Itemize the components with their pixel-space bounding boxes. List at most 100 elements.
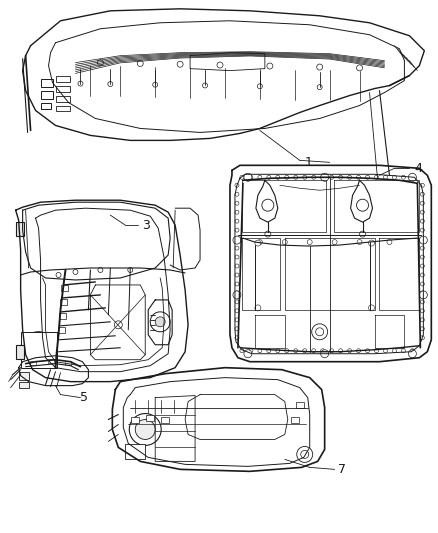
Bar [19, 382, 28, 387]
Bar [161, 416, 169, 423]
Circle shape [420, 273, 424, 277]
Bar [57, 327, 66, 333]
Circle shape [339, 175, 343, 179]
Circle shape [348, 175, 352, 179]
Circle shape [317, 64, 323, 70]
Text: 3: 3 [142, 219, 150, 232]
Circle shape [420, 183, 424, 187]
Circle shape [235, 192, 239, 196]
Circle shape [235, 183, 239, 187]
Circle shape [303, 175, 307, 179]
Circle shape [420, 210, 424, 214]
Circle shape [420, 327, 424, 331]
Circle shape [235, 327, 239, 331]
Circle shape [387, 240, 392, 245]
Bar [16, 222, 24, 236]
Circle shape [258, 84, 262, 89]
Circle shape [420, 291, 424, 295]
Text: 1: 1 [305, 156, 313, 169]
Circle shape [312, 175, 316, 179]
Circle shape [258, 175, 262, 179]
Circle shape [294, 175, 298, 179]
Circle shape [240, 175, 244, 179]
Bar [56, 76, 71, 82]
Circle shape [235, 219, 239, 223]
Bar [16, 345, 24, 359]
Circle shape [321, 350, 328, 358]
Circle shape [321, 173, 328, 181]
Bar [56, 86, 71, 92]
Circle shape [128, 268, 133, 272]
Circle shape [303, 349, 307, 353]
Circle shape [410, 175, 414, 179]
Bar [56, 95, 71, 101]
Circle shape [384, 175, 388, 179]
Circle shape [73, 270, 78, 274]
Circle shape [235, 246, 239, 250]
Circle shape [235, 318, 239, 322]
Circle shape [392, 349, 396, 353]
Circle shape [301, 450, 309, 458]
Circle shape [420, 318, 424, 322]
Circle shape [235, 210, 239, 214]
Bar [41, 78, 53, 86]
Circle shape [267, 349, 271, 353]
Circle shape [420, 336, 424, 340]
Circle shape [244, 350, 252, 358]
Circle shape [420, 237, 424, 241]
Circle shape [330, 349, 334, 353]
Circle shape [235, 201, 239, 205]
Circle shape [312, 349, 316, 353]
Text: 4: 4 [414, 162, 422, 175]
Bar [21, 332, 57, 368]
Circle shape [108, 82, 113, 86]
Circle shape [235, 264, 239, 268]
Bar [291, 416, 299, 423]
Bar [146, 415, 154, 421]
Bar [56, 106, 71, 111]
Circle shape [267, 63, 273, 69]
Bar [30, 361, 35, 365]
Circle shape [366, 349, 370, 353]
Circle shape [330, 175, 334, 179]
Circle shape [137, 60, 143, 67]
Circle shape [368, 305, 374, 311]
Circle shape [384, 349, 388, 353]
Circle shape [408, 173, 417, 181]
Circle shape [97, 60, 103, 66]
Text: 7: 7 [338, 463, 346, 476]
Circle shape [235, 255, 239, 259]
Circle shape [357, 240, 362, 245]
Bar [60, 285, 68, 291]
Circle shape [420, 264, 424, 268]
Bar [19, 372, 28, 379]
Circle shape [114, 321, 122, 329]
Bar [59, 313, 67, 319]
Circle shape [294, 349, 298, 353]
Circle shape [419, 236, 427, 244]
Circle shape [285, 349, 289, 353]
Circle shape [21, 332, 57, 368]
Circle shape [155, 317, 165, 327]
Circle shape [283, 240, 287, 245]
Circle shape [235, 336, 239, 340]
Circle shape [366, 175, 370, 179]
Circle shape [27, 338, 50, 362]
Circle shape [235, 228, 239, 232]
Circle shape [262, 199, 274, 211]
Bar [41, 102, 50, 109]
Bar [125, 445, 145, 459]
Circle shape [153, 82, 158, 87]
Circle shape [420, 282, 424, 286]
Circle shape [249, 175, 253, 179]
Circle shape [316, 328, 324, 336]
Circle shape [285, 175, 289, 179]
Circle shape [357, 175, 360, 179]
Circle shape [307, 240, 312, 245]
Bar [48, 359, 53, 362]
Circle shape [420, 219, 424, 223]
Circle shape [332, 240, 337, 245]
Circle shape [235, 273, 239, 277]
Circle shape [249, 349, 253, 353]
Circle shape [420, 246, 424, 250]
